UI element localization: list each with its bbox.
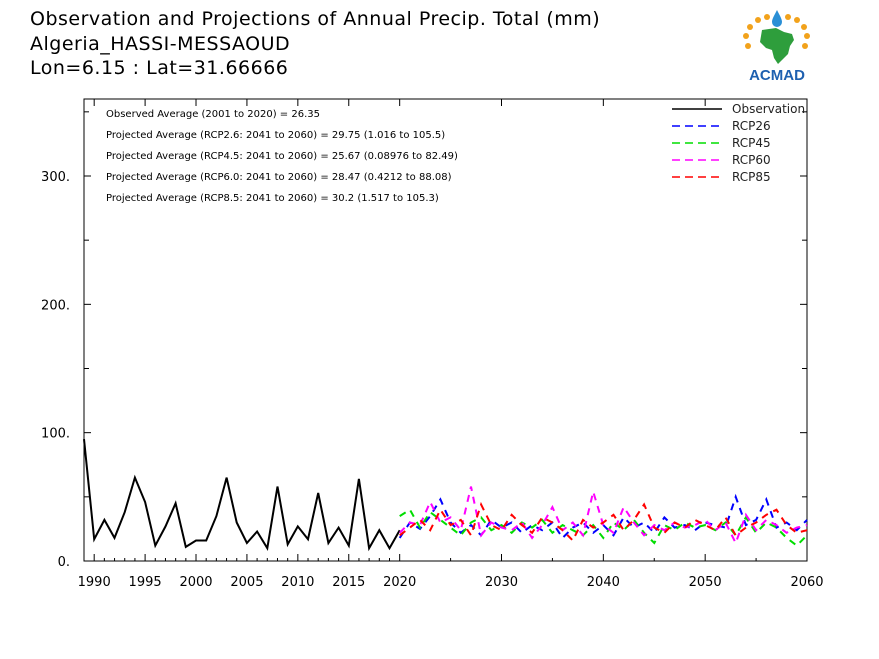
x-tick-label: 2020 <box>383 575 416 590</box>
annotation-line: Observed Average (2001 to 2020) = 26.35 <box>106 109 320 120</box>
x-tick-label: 2040 <box>587 575 620 590</box>
series-line-rcp85 <box>399 501 808 543</box>
x-tick-label: 1995 <box>129 575 162 590</box>
x-tick-labels: 1990 1995 2000 2005 2010 2015 2020 2030 2040 2050… <box>78 575 824 590</box>
x-tick-label: 2000 <box>179 575 212 590</box>
acmad-logo: ACMAD <box>743 10 810 84</box>
legend-label-rcp85: RCP85 <box>732 170 771 184</box>
y-tick-label: 100. <box>41 427 70 442</box>
x-tick-label: 2050 <box>689 575 722 590</box>
legend: Observation RCP26 RCP45 RCP60 RCP85 <box>672 102 805 184</box>
x-tick-label: 2010 <box>281 575 314 590</box>
series-line-rcp45 <box>399 508 808 547</box>
location-name: Algeria_HASSI-MESSAOUD <box>30 33 291 55</box>
legend-label-rcp45: RCP45 <box>732 136 771 150</box>
series-group <box>83 438 808 552</box>
sun-rays-icon <box>743 14 810 49</box>
x-tick-label: 1990 <box>78 575 111 590</box>
water-drop-icon <box>772 10 782 27</box>
annotation-box: Observed Average (2001 to 2020) = 26.35 P… <box>106 109 458 204</box>
africa-map-icon <box>760 28 794 64</box>
annotation-line: Projected Average (RCP2.6: 2041 to 2060)… <box>106 130 445 141</box>
series-line-observation <box>83 438 401 552</box>
legend-label-rcp26: RCP26 <box>732 119 771 133</box>
legend-label-observation: Observation <box>732 102 805 116</box>
x-tick-label: 2030 <box>485 575 518 590</box>
y-tick-labels: 0. 100. 200. 300. <box>41 170 70 570</box>
annotation-line: Projected Average (RCP6.0: 2041 to 2060)… <box>106 172 452 183</box>
annotation-line: Projected Average (RCP8.5: 2041 to 2060)… <box>106 193 439 204</box>
y-tick-label: 300. <box>41 170 70 185</box>
x-tick-label: 2015 <box>332 575 365 590</box>
axis-ticks <box>84 99 808 562</box>
x-tick-label: 2005 <box>230 575 263 590</box>
location-coordinates: Lon=6.15 : Lat=31.66666 <box>30 57 289 79</box>
series-line-rcp60 <box>398 486 808 546</box>
x-tick-label: 2060 <box>790 575 823 590</box>
plot-frame <box>83 98 808 562</box>
annotation-line: Projected Average (RCP4.5: 2041 to 2060)… <box>106 151 458 162</box>
chart-title: Observation and Projections of Annual Pr… <box>30 8 601 30</box>
y-tick-label: 0. <box>58 555 70 570</box>
logo-text: ACMAD <box>749 67 805 84</box>
y-tick-label: 200. <box>41 298 70 313</box>
legend-label-rcp60: RCP60 <box>732 153 771 167</box>
